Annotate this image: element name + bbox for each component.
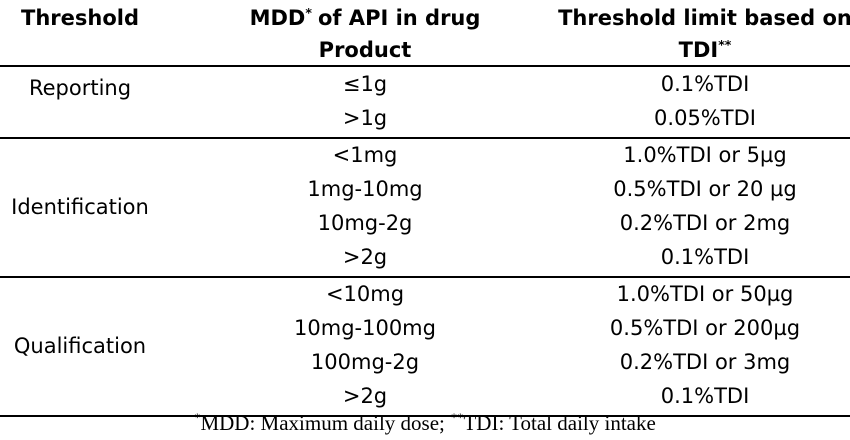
- table-cell: 0.5%TDI or 20 µg: [613, 177, 797, 201]
- table-cell: 0.5%TDI or 200µg: [609, 316, 801, 340]
- table-cell: ≤1g: [342, 72, 388, 96]
- table-cell: 1.0%TDI or 5µg: [623, 143, 787, 167]
- group-label: Identification: [11, 194, 149, 219]
- table-cell: >2g: [342, 384, 388, 408]
- footnote-part: *MDD: Maximum daily dose;: [194, 411, 445, 435]
- header-cell: MDD* of API in drug Product: [245, 2, 485, 66]
- table-cell: <1mg: [332, 143, 398, 167]
- footnote-text: MDD: Maximum daily dose;: [200, 411, 445, 435]
- group-label: Reporting: [28, 75, 132, 100]
- rule: [0, 415, 850, 417]
- header-sup: *: [305, 5, 312, 20]
- footnote-text: TDI: Total daily intake: [463, 411, 656, 435]
- table-cell: <10mg: [325, 282, 405, 306]
- header-text: Threshold: [21, 6, 139, 30]
- table-cell: 1.0%TDI or 50µg: [616, 282, 794, 306]
- rule: [0, 137, 850, 139]
- table-cell: 0.1%TDI: [660, 384, 750, 408]
- table-cell: 0.2%TDI or 3mg: [619, 350, 791, 374]
- table-cell: 100mg-2g: [310, 350, 420, 374]
- table-cell: >2g: [342, 245, 388, 269]
- table-cell: 1mg-10mg: [307, 177, 423, 201]
- footnote-sup: **: [450, 411, 464, 425]
- rule: [0, 276, 850, 278]
- header-text: Threshold limit based on TDI: [558, 6, 850, 62]
- table-cell: 0.2%TDI or 2mg: [619, 211, 791, 235]
- header-sup: **: [718, 37, 732, 52]
- table-cell: 10mg-2g: [317, 211, 413, 235]
- rule: [0, 65, 850, 67]
- table-cell: 10mg-100mg: [294, 316, 436, 340]
- footnote-part: **TDI: Total daily intake: [451, 411, 656, 435]
- table-cell: 0.1%TDI: [660, 72, 750, 96]
- header-cell: Threshold: [0, 2, 160, 34]
- footnote-sup: *: [194, 411, 201, 425]
- group-label: Qualification: [13, 333, 147, 358]
- footnote: *MDD: Maximum daily dose; **TDI: Total da…: [0, 408, 850, 438]
- table-cell: 0.05%TDI: [654, 106, 756, 130]
- header-cell: Threshold limit based on TDI**: [555, 2, 850, 66]
- header-text: MDD: [249, 6, 306, 30]
- header-text: of API in drug Product: [317, 6, 481, 62]
- table-cell: >1g: [342, 106, 388, 130]
- table-cell: 0.1%TDI: [660, 245, 750, 269]
